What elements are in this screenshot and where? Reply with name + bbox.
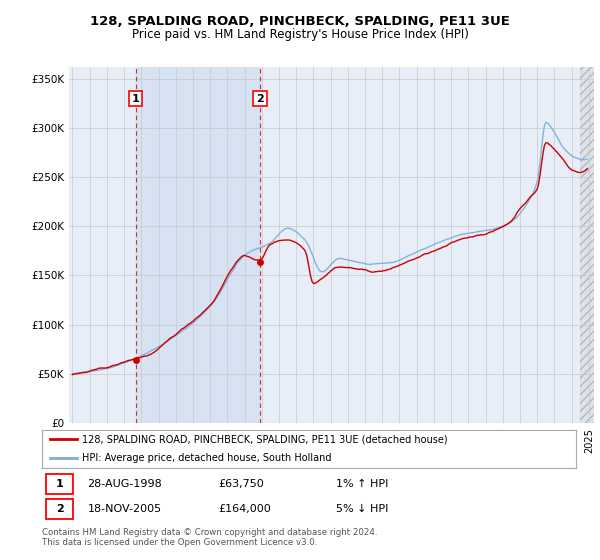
Text: 5% ↓ HPI: 5% ↓ HPI bbox=[336, 504, 388, 514]
Text: 28-AUG-1998: 28-AUG-1998 bbox=[88, 479, 162, 489]
Text: Contains HM Land Registry data © Crown copyright and database right 2024.
This d: Contains HM Land Registry data © Crown c… bbox=[42, 528, 377, 547]
Text: 1: 1 bbox=[132, 94, 139, 104]
Text: 1% ↑ HPI: 1% ↑ HPI bbox=[336, 479, 388, 489]
Bar bbox=[580, 67, 594, 423]
Bar bbox=[136, 67, 260, 423]
Text: 2: 2 bbox=[256, 94, 264, 104]
Text: £63,750: £63,750 bbox=[218, 479, 264, 489]
FancyBboxPatch shape bbox=[46, 474, 73, 494]
Text: 18-NOV-2005: 18-NOV-2005 bbox=[88, 504, 161, 514]
Text: Price paid vs. HM Land Registry's House Price Index (HPI): Price paid vs. HM Land Registry's House … bbox=[131, 28, 469, 41]
Text: 1: 1 bbox=[56, 479, 64, 489]
Text: 128, SPALDING ROAD, PINCHBECK, SPALDING, PE11 3UE (detached house): 128, SPALDING ROAD, PINCHBECK, SPALDING,… bbox=[82, 434, 448, 444]
Text: 128, SPALDING ROAD, PINCHBECK, SPALDING, PE11 3UE: 128, SPALDING ROAD, PINCHBECK, SPALDING,… bbox=[90, 15, 510, 28]
FancyBboxPatch shape bbox=[46, 499, 73, 519]
Bar bbox=[580, 67, 594, 423]
Text: 2: 2 bbox=[56, 504, 64, 514]
Text: HPI: Average price, detached house, South Holland: HPI: Average price, detached house, Sout… bbox=[82, 453, 332, 463]
Text: £164,000: £164,000 bbox=[218, 504, 271, 514]
